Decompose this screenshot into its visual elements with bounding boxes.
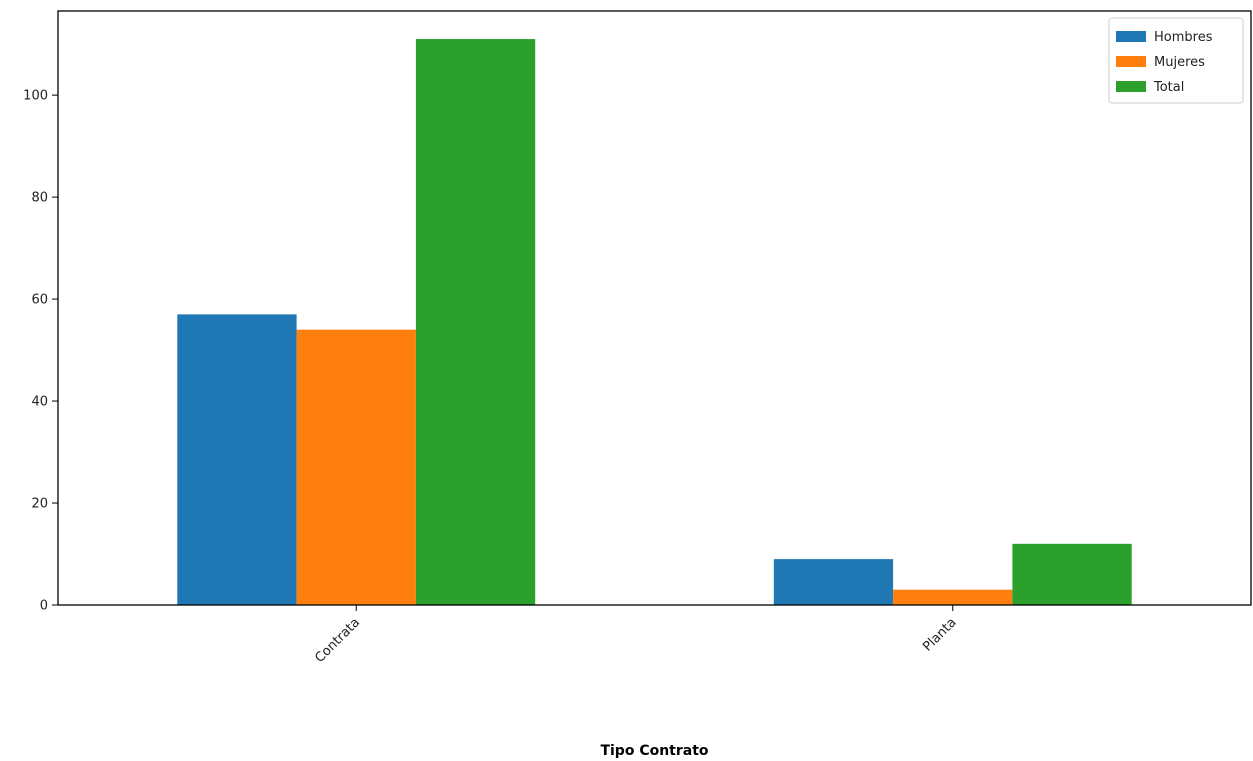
y-tick-label: 100	[23, 89, 48, 104]
bar-total-contrata	[415, 39, 536, 606]
y-tick-label: 0	[40, 599, 48, 614]
legend-label-total: Total	[1153, 80, 1184, 95]
y-tick-label: 80	[31, 191, 48, 206]
legend-label-hombres: Hombres	[1154, 30, 1213, 45]
legend-label-mujeres: Mujeres	[1154, 55, 1205, 70]
x-tick-label-contrata: Contrata	[312, 615, 363, 666]
bar-mujeres-planta	[893, 589, 1013, 605]
plot-frame	[57, 10, 1252, 606]
bar-hombres-planta	[773, 559, 894, 605]
y-axis: 0 20 40 60 80 100	[23, 89, 58, 614]
legend: Hombres Mujeres Total	[1108, 17, 1244, 104]
y-tick-label: 40	[31, 395, 48, 410]
x-axis: Contrata Planta	[312, 605, 960, 666]
bar-mujeres-contrata	[296, 329, 416, 605]
legend-swatch-hombres	[1116, 31, 1146, 42]
y-tick-label: 60	[31, 293, 48, 308]
bars-group	[177, 39, 1132, 606]
x-tick-label-planta: Planta	[920, 615, 959, 654]
bar-total-planta	[1012, 543, 1132, 605]
legend-swatch-mujeres	[1116, 56, 1146, 67]
legend-swatch-total	[1116, 81, 1146, 92]
bar-hombres-contrata	[177, 314, 297, 605]
x-axis-title: Tipo Contrato	[600, 743, 708, 759]
y-tick-label: 20	[31, 497, 48, 512]
